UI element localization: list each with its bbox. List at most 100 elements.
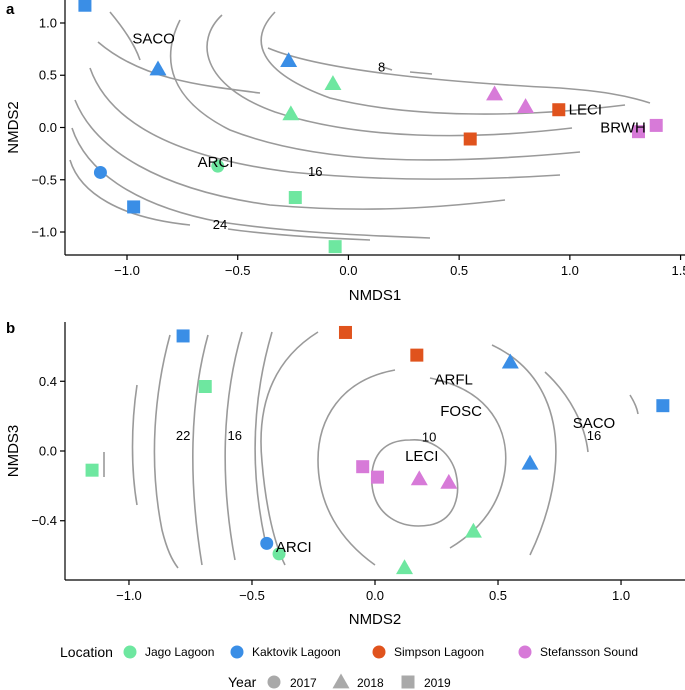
y-tick-label: −1.0 — [31, 225, 57, 240]
contour-label: 16 — [228, 428, 242, 443]
contour-line — [74, 99, 506, 210]
legend-location-swatch — [518, 645, 532, 659]
legend-location-title: Location — [60, 644, 113, 660]
panel-b-species-labels: ARFL FOSC SACO LECI ARCI — [276, 372, 615, 556]
panel-b-tag: b — [6, 320, 15, 337]
data-point — [328, 240, 342, 254]
legend-location-label: Jago Lagoon — [145, 645, 214, 659]
data-point — [78, 0, 92, 12]
contour-label: 24 — [213, 217, 227, 232]
contour-line — [71, 127, 431, 239]
legend-location-swatch — [123, 645, 137, 659]
contour-label: 8 — [378, 59, 385, 74]
y-tick-label: 0.0 — [39, 444, 57, 459]
data-point — [356, 460, 370, 474]
species-label: SACO — [573, 415, 616, 432]
contour-line — [69, 159, 191, 226]
x-tick-label: 0.5 — [450, 263, 468, 278]
data-point — [464, 522, 482, 538]
contour-line — [544, 371, 589, 453]
legend-year-swatch — [267, 675, 281, 689]
legend-location-label: Stefansson Sound — [540, 645, 638, 659]
x-tick-label: 0.0 — [339, 263, 357, 278]
species-label: ARFL — [435, 372, 473, 389]
legend-year-swatch — [401, 675, 415, 689]
legend-location-label: Simpson Lagoon — [394, 645, 484, 659]
panel-b-points — [85, 325, 670, 575]
data-point — [463, 132, 477, 146]
contour-line — [260, 331, 319, 566]
panel-a-axes: −1.0 −0.5 0.0 0.5 1.0 1.5 −1.0 −0.5 0.0 0.5 1.0 NMD… — [5, 0, 685, 304]
legend-location-swatch — [372, 645, 386, 659]
x-tick-label: −0.5 — [225, 263, 251, 278]
x-tick-label: 0.5 — [489, 588, 507, 603]
legend-location-label: Kaktovik Lagoon — [252, 645, 341, 659]
legend-year-entries: 2017 2018 2019 — [267, 673, 451, 690]
data-point — [649, 118, 663, 132]
panel-b-contours — [103, 331, 639, 569]
contour-line — [267, 47, 651, 104]
x-tick-label: 1.0 — [612, 588, 630, 603]
data-point — [517, 98, 535, 113]
y-tick-label: 0.4 — [39, 374, 57, 389]
y-tick-label: −0.5 — [31, 172, 57, 187]
panel-a-tag: a — [6, 1, 15, 18]
y-tick-label: −0.4 — [31, 513, 57, 528]
data-point — [149, 60, 167, 76]
data-point — [338, 325, 352, 339]
contour-line — [629, 394, 639, 415]
contour-line — [227, 228, 371, 241]
legend: Location Jago Lagoon Kaktovik Lagoon Simps… — [60, 644, 638, 690]
panel-b-contour-labels: 22 16 10 16 — [176, 428, 601, 445]
panel-a-points — [78, 0, 663, 254]
species-label: BRWH — [600, 120, 646, 137]
contour-line — [260, 11, 626, 115]
contour-line — [169, 19, 581, 161]
x-axis-label: NMDS1 — [349, 287, 402, 304]
panel-b-axes: −1.0 −0.5 0.0 0.5 1.0 −0.4 0.0 0.4 NMDS2 NMDS3 — [5, 322, 685, 628]
data-point — [280, 52, 298, 67]
contour-line — [379, 65, 393, 71]
data-point — [93, 165, 107, 179]
legend-location-swatch — [230, 645, 244, 659]
data-point — [176, 329, 190, 343]
y-tick-label: 1.0 — [39, 15, 57, 30]
panel-a-contour-labels: 8 16 24 — [213, 59, 385, 232]
data-point — [324, 75, 342, 90]
data-point — [410, 348, 424, 362]
contour-line — [370, 439, 459, 527]
contour-line — [97, 41, 261, 94]
legend-year-swatch — [332, 673, 350, 689]
species-label: ARCI — [198, 154, 234, 171]
data-point — [656, 399, 670, 413]
x-tick-label: −1.0 — [114, 263, 140, 278]
data-point — [486, 85, 504, 101]
x-tick-label: 1.5 — [672, 263, 685, 278]
species-label: SACO — [132, 31, 175, 48]
legend-year-label: 2017 — [290, 676, 317, 690]
x-tick-label: 1.0 — [561, 263, 579, 278]
data-point — [410, 470, 428, 486]
panel-b: b −1.0 −0.5 0.0 0.5 1.0−0.40.00.4NMDS2NMDS3 … — [5, 320, 685, 628]
species-label: ARCI — [276, 539, 312, 556]
data-point — [198, 380, 212, 393]
contour-line — [89, 67, 561, 180]
data-point — [370, 470, 384, 484]
contour-line — [491, 344, 557, 556]
legend-year-label: 2019 — [424, 676, 451, 690]
contour-line — [153, 334, 179, 569]
data-point — [260, 536, 274, 550]
species-label: LECI — [405, 448, 438, 465]
contour-line — [317, 369, 396, 566]
data-point — [282, 105, 300, 121]
contour-label: 16 — [308, 164, 322, 179]
y-axis-label: NMDS2 — [5, 101, 22, 154]
contour-line — [409, 71, 433, 75]
contour-line — [192, 334, 209, 566]
data-point — [288, 191, 302, 205]
x-tick-label: −0.5 — [239, 588, 265, 603]
data-point — [552, 103, 566, 117]
panel-a: a −1.0 −0.5 0.0 0.5 1.0 1.5 −1.0 −0.5 0.0 0.5 1.0 N… — [5, 0, 685, 304]
